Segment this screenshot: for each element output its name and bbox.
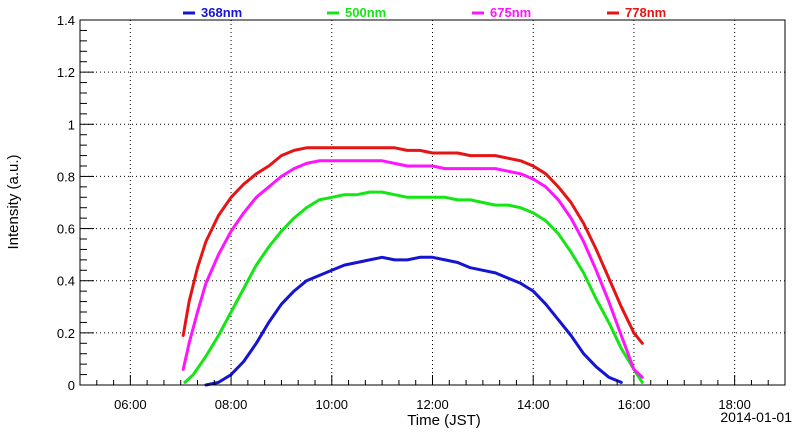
legend-label: 500nm xyxy=(345,5,386,20)
y-tick-label: 1 xyxy=(68,117,75,132)
y-tick-label: 0.4 xyxy=(57,274,75,289)
y-tick-label: 0.8 xyxy=(57,169,75,184)
y-tick-label: 1.4 xyxy=(57,13,75,28)
x-tick-labels: 06:00 08:00 10:00 12:00 14:00 16:00 18:00 xyxy=(114,397,751,412)
plot-frame xyxy=(79,19,786,386)
y-tick-label: 0.6 xyxy=(57,222,75,237)
x-axis-title: Time (JST) xyxy=(407,412,481,429)
x-tick-label: 16:00 xyxy=(618,397,651,412)
grid xyxy=(80,20,785,385)
x-tick-label: 10:00 xyxy=(316,397,349,412)
axis-ticks xyxy=(79,19,786,386)
y-tick-label: 0.2 xyxy=(57,326,75,341)
series-line-778nm xyxy=(181,146,644,345)
x-tick-label: 06:00 xyxy=(114,397,147,412)
series-line-500nm xyxy=(183,190,644,384)
series-lines xyxy=(181,146,644,387)
series-line-675nm xyxy=(181,159,644,379)
y-tick-label: 0 xyxy=(68,378,75,393)
y-tick-label: 1.2 xyxy=(57,65,75,80)
x-tick-label: 08:00 xyxy=(215,397,248,412)
date-label: 2014-01-01 xyxy=(720,409,792,425)
legend-label: 778nm xyxy=(625,5,666,20)
x-tick-label: 18:00 xyxy=(718,397,751,412)
legend-label: 675nm xyxy=(490,5,531,20)
x-tick-label: 12:00 xyxy=(416,397,449,412)
legend-label: 368nm xyxy=(201,5,242,20)
legend: 368nm 500nm 675nm 778nm xyxy=(183,5,666,20)
x-tick-label: 14:00 xyxy=(517,397,550,412)
y-tick-labels: 0 0.2 0.4 0.6 0.8 1 1.2 1.4 xyxy=(57,13,75,393)
y-axis-title: Intensity (a.u.) xyxy=(5,154,22,249)
series-line-368nm xyxy=(204,255,623,387)
